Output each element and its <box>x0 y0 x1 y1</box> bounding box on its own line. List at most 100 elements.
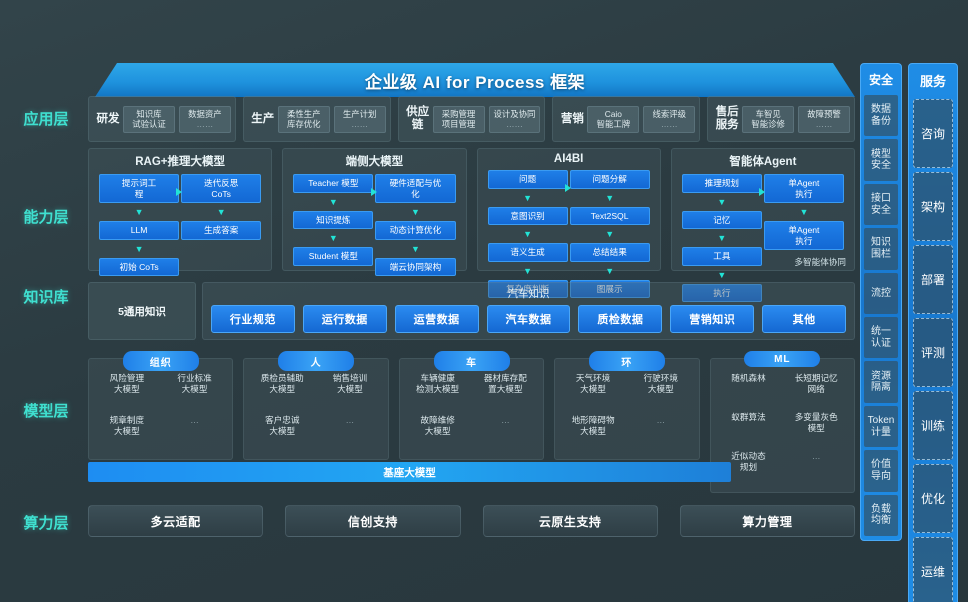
service-item[interactable]: 训练 <box>913 391 953 460</box>
capability-card[interactable]: 端侧大模型 Teacher 模型 ▼ 知识提炼 ▼ Student 模型 硬件适配与优 化 ▼… <box>282 148 467 276</box>
application-tile-line2: 项目管理 <box>441 119 476 129</box>
capability-node[interactable]: 知识提炼 <box>293 210 374 229</box>
knowledge-chip[interactable]: 营销知识 <box>670 305 755 333</box>
service-item[interactable]: 评测 <box>913 318 953 387</box>
application-tile[interactable]: 数据资产…… <box>178 105 231 133</box>
compute-box[interactable]: 云原生支持 <box>482 505 658 537</box>
security-item[interactable]: 模型 安全 <box>864 139 898 181</box>
capability-node[interactable]: 初始 CoTs <box>99 257 180 276</box>
capability-node-column: 迭代反思 CoTs ▼ 生成答案 <box>181 174 262 240</box>
capability-card[interactable]: AI4BI 问题 ▼ 意图识别 ▼ 语义生成 ▼ 复杂度判断 问题分解 ▼ Text2SQL ▼ 总结结… <box>476 148 661 298</box>
application-group[interactable]: 供应链 采购管理 项目管理 设计及协同…… <box>397 96 546 142</box>
service-item[interactable]: 架构 <box>913 172 953 241</box>
knowledge-chip[interactable]: 行业规范 <box>211 305 295 333</box>
capability-node[interactable]: Teacher 模型 <box>293 174 374 193</box>
application-tile[interactable]: Caio 智能工牌 <box>587 105 640 133</box>
application-tile[interactable]: 故障预警…… <box>798 105 850 133</box>
capability-card[interactable]: 智能体Agent 多智能体协同 推理规划 ▼ 记忆 ▼ 工具 ▼ 执行 单Agent 执行 ▼ 单Ag… <box>670 148 855 302</box>
application-tile[interactable]: 线索评级…… <box>643 105 696 133</box>
compute-box[interactable]: 算力管理 <box>679 505 855 537</box>
security-item[interactable]: 负载 均衡 <box>864 494 898 537</box>
capability-node-column: 问题分解 ▼ Text2SQL ▼ 总结结果 ▼ 图展示 <box>569 170 650 298</box>
application-group[interactable]: 研发 知识库 试验认证 数据资产…… <box>88 96 236 142</box>
capability-node[interactable]: 硬件适配与优 化 <box>375 174 456 203</box>
capability-node[interactable]: 记忆 <box>681 210 762 229</box>
capability-node[interactable]: 问题分解 <box>569 170 650 189</box>
application-tile-line1: 知识库 <box>136 108 162 119</box>
capability-node[interactable]: Student 模型 <box>293 247 374 266</box>
capability-node[interactable]: 工具 <box>681 247 762 266</box>
application-tile[interactable]: 知识库 试验认证 <box>123 105 175 133</box>
capability-node[interactable]: 提示词工 程 <box>99 174 180 203</box>
service-item[interactable]: 咨询 <box>913 99 953 168</box>
capability-node[interactable]: 问题 <box>487 170 568 189</box>
capability-node[interactable]: Text2SQL <box>569 206 650 225</box>
application-tile-line2: …… <box>351 119 369 129</box>
model-card[interactable]: ML 随机森林 长短期记忆 网络 蚁群算法 多变量灰色 模型 近似动态 规划… <box>709 351 856 493</box>
capability-node[interactable]: 动态计算优化 <box>375 221 456 240</box>
capability-node[interactable]: 迭代反思 CoTs <box>181 174 262 203</box>
capability-node-column: 提示词工 程 ▼ LLM ▼ 初始 CoTs <box>99 174 180 276</box>
security-item[interactable]: 资源 隔离 <box>864 361 898 403</box>
application-tile[interactable]: 车智见 智能诊修 <box>742 105 795 133</box>
service-item[interactable]: 部署 <box>913 245 953 314</box>
arrow-down-icon: ▼ <box>523 192 533 203</box>
application-tile[interactable]: 生产计划…… <box>333 105 386 133</box>
model-card[interactable]: 车车辆健康 检测大模型 器材库存配 置大模型 故障维修 大模型… <box>398 351 545 460</box>
application-tile-line2: 试验认证 <box>132 119 166 129</box>
framework-banner: 企业级 AI for Process 框架 <box>95 63 855 97</box>
capability-card-note: 多智能体协同 <box>794 257 846 267</box>
capability-node[interactable]: 总结结果 <box>569 243 650 262</box>
model-card[interactable]: 组织 风险管理 大模型 行业标准 大模型 规章制度 大模型… <box>88 351 234 460</box>
security-item[interactable]: 接口 安全 <box>864 183 898 226</box>
security-item[interactable]: Token 计量 <box>864 405 898 448</box>
capability-node[interactable]: 复杂度判断 <box>487 279 568 298</box>
service-item[interactable]: 运维 <box>913 537 953 602</box>
model-item: 车辆健康 检测大模型 <box>416 373 460 394</box>
application-tile-line1: 设计及协同 <box>493 108 536 119</box>
security-item[interactable]: 统一 认证 <box>864 317 898 359</box>
knowledge-chip[interactable]: 运行数据 <box>302 305 387 333</box>
layer-label-capability: 能力层 <box>23 209 69 226</box>
application-tile[interactable]: 柔性生产 库存优化 <box>277 105 330 133</box>
knowledge-general-box[interactable]: 5通用知识 <box>88 282 196 340</box>
knowledge-chip[interactable]: 其他 <box>762 305 847 333</box>
arrow-down-icon: ▼ <box>410 243 420 254</box>
knowledge-chip[interactable]: 汽车数据 <box>486 305 571 333</box>
security-item[interactable]: 数据 备份 <box>864 95 898 137</box>
capability-node[interactable]: 意图识别 <box>487 206 568 225</box>
compute-box[interactable]: 信创支持 <box>285 505 461 537</box>
capability-node[interactable]: 生成答案 <box>181 221 262 240</box>
capability-card[interactable]: RAG+推理大模型 提示词工 程 ▼ LLM ▼ 初始 CoTs 迭代反思 CoTs ▼ 生成答… <box>88 148 273 276</box>
capability-node[interactable]: 语义生成 <box>487 243 568 262</box>
application-tile[interactable]: 设计及协同…… <box>488 105 541 133</box>
security-item[interactable]: 价值 导向 <box>864 450 898 492</box>
model-card[interactable]: 环天气环境 大模型 行驶环境 大模型 地形障碍物 大模型… <box>554 351 700 460</box>
capability-node[interactable]: 推理规划 <box>681 174 762 193</box>
model-card[interactable]: 人质检员辅助 大模型 销售培训 大模型 客户忠诚 大模型… <box>243 351 389 460</box>
application-group-name: 营销 <box>560 112 584 125</box>
knowledge-chip-row: 行业规范 运行数据 运营数据 汽车数据 质检数据 营销知识 其他 <box>203 301 854 333</box>
application-group[interactable]: 营销 Caio 智能工牌 线索评级…… <box>552 96 701 142</box>
capability-node[interactable]: 单Agent 执行 <box>763 174 844 203</box>
capability-node[interactable]: LLM <box>99 221 180 240</box>
application-tile[interactable]: 采购管理 项目管理 <box>432 105 485 133</box>
compute-box[interactable]: 多云适配 <box>88 505 264 537</box>
application-group[interactable]: 生产 柔性生产 库存优化 生产计划…… <box>242 96 391 142</box>
capability-node[interactable]: 端云协同架构 <box>375 257 456 276</box>
capability-node-column: 单Agent 执行 ▼ 单Agent 执行 <box>763 174 844 250</box>
capability-node[interactable]: 执行 <box>681 283 762 302</box>
security-item[interactable]: 流控 <box>864 272 898 315</box>
capability-node[interactable]: 单Agent 执行 <box>763 221 844 250</box>
security-item[interactable]: 知识 围栏 <box>864 228 898 270</box>
knowledge-chip[interactable]: 质检数据 <box>578 305 663 333</box>
arrow-right-icon <box>176 188 183 196</box>
capability-node[interactable]: 图展示 <box>569 279 650 298</box>
knowledge-chip[interactable]: 运营数据 <box>394 305 479 333</box>
capability-card-body: Teacher 模型 ▼ 知识提炼 ▼ Student 模型 硬件适配与优 化 ▼ 动态计算优… <box>283 174 465 276</box>
application-tile-line2: …… <box>660 119 678 129</box>
service-column-header: 服务 <box>919 74 946 89</box>
compute-layer-row: 多云适配 信创支持 云原生支持 算力管理 <box>88 505 855 537</box>
service-item[interactable]: 优化 <box>913 464 953 533</box>
application-group[interactable]: 售后服务 车智见 智能诊修 故障预警…… <box>707 96 855 142</box>
